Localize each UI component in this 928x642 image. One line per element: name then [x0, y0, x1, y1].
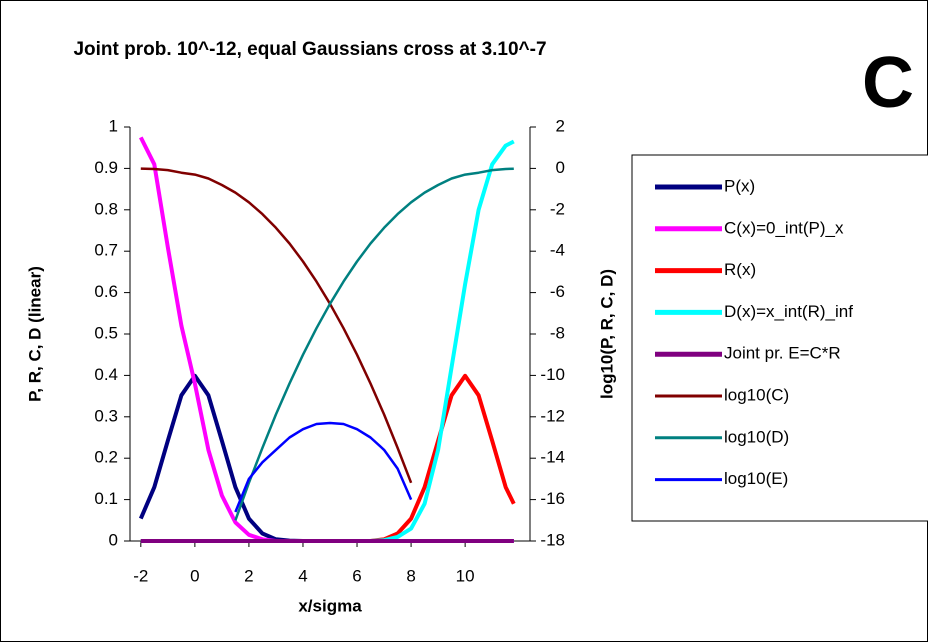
legend-label: R(x) [724, 260, 756, 279]
panel-letter: C [862, 43, 914, 123]
x-tick-label: 6 [352, 566, 361, 585]
legend-label: C(x)=0_int(P)_x [724, 218, 844, 237]
y-tick-label: 0.8 [94, 199, 118, 218]
y2-tick-label: -8 [550, 323, 565, 342]
chart-title: Joint prob. 10^-12, equal Gaussians cros… [73, 39, 546, 60]
x-tick-label: 4 [298, 566, 307, 585]
y2-tick-label: -16 [540, 489, 565, 508]
x-tick-label: 10 [456, 566, 475, 585]
y2-tick-label: -12 [540, 406, 565, 425]
series-line [234, 167, 514, 521]
y-tick-label: 0.3 [94, 406, 118, 425]
y-tick-label: 0 [109, 530, 118, 549]
y2-tick-label: 0 [556, 158, 565, 177]
y-tick-label: 0.4 [94, 365, 118, 384]
y2-axis-label: log10(P, R, C, D) [597, 269, 616, 399]
y2-tick-label: -18 [540, 530, 565, 549]
legend-label: P(x) [724, 176, 755, 195]
legend-box [631, 154, 928, 522]
y-tick-label: 0.5 [94, 323, 118, 342]
y-tick-label: 0.1 [94, 489, 118, 508]
y-tick-label: 0.6 [94, 282, 118, 301]
legend-label: log10(C) [724, 385, 789, 404]
y2-tick-label: -14 [540, 448, 565, 467]
legend-label: log10(E) [724, 469, 788, 488]
x-axis-label: x/sigma [298, 596, 362, 615]
x-tick-label: 2 [244, 566, 253, 585]
x-tick-label: -2 [133, 566, 148, 585]
series-line [140, 167, 413, 484]
y-tick-label: 1 [109, 116, 118, 135]
legend-label: log10(D) [724, 427, 789, 446]
legend-label: Joint pr. E=C*R [724, 344, 841, 363]
series-line [234, 421, 413, 513]
y2-tick-label: -4 [550, 241, 565, 260]
y-tick-label: 0.9 [94, 158, 118, 177]
y-axis-label: P, R, C, D (linear) [25, 266, 44, 402]
y2-tick-label: -6 [550, 282, 565, 301]
x-tick-label: 8 [406, 566, 415, 585]
y-tick-label: 0.2 [94, 448, 118, 467]
y2-tick-label: 2 [556, 116, 565, 135]
y2-tick-label: -10 [540, 365, 565, 384]
x-tick-label: 0 [190, 566, 199, 585]
y2-tick-label: -2 [550, 199, 565, 218]
y-tick-label: 0.7 [94, 241, 118, 260]
legend-label: D(x)=x_int(R)_inf [724, 302, 853, 321]
